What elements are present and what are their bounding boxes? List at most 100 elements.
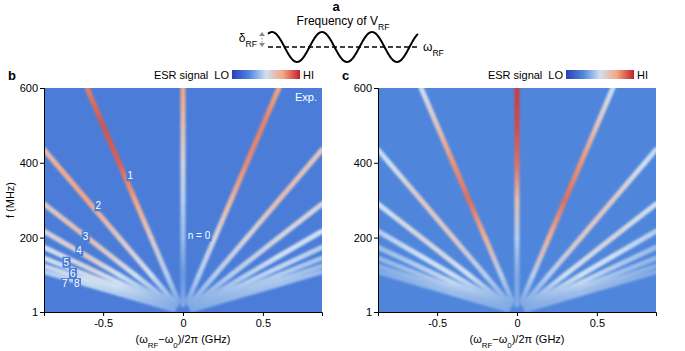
resonance-segment <box>103 125 119 162</box>
y-axis-title: f (MHz) <box>4 182 16 218</box>
resonance-segment <box>421 88 437 125</box>
label-patch <box>187 230 212 241</box>
axis-line <box>45 313 323 317</box>
label-patch <box>75 245 83 256</box>
tick-label: 200 <box>354 232 372 244</box>
resonance-segment <box>613 272 656 285</box>
tick-label: 0 <box>514 317 520 329</box>
panel-tag: Exp. <box>295 91 317 103</box>
label-patch <box>61 278 69 289</box>
resonance-segment <box>581 200 613 237</box>
tick-label: 0.5 <box>590 317 605 329</box>
resonance-segment <box>199 238 215 275</box>
colorbar-label: HI <box>637 69 648 81</box>
tick-mark <box>103 312 104 316</box>
tick-mark <box>40 238 44 239</box>
resonance-segment <box>597 88 613 125</box>
resonance-segment <box>469 200 485 237</box>
resonance-segment <box>485 238 501 275</box>
panel-c: -0.500.51200400600(ωRF−ω0)/2π (GHz)cLOHI… <box>342 68 657 350</box>
y-tick: 1 <box>32 306 44 318</box>
resonance-segment <box>421 284 453 293</box>
resonance-segment <box>526 290 584 309</box>
resonance-segment <box>279 272 322 285</box>
annotation: 4 <box>75 245 83 256</box>
panel-label: a <box>332 0 340 14</box>
resonance-segment <box>87 200 119 237</box>
resonance-segment <box>549 200 565 237</box>
resonance-segment <box>116 286 174 308</box>
text-part: (ω <box>135 333 148 345</box>
resonance-segment <box>645 150 656 163</box>
tick-label: 400 <box>354 157 372 169</box>
x-tick: -0.5 <box>94 312 113 329</box>
annotation: 8 <box>73 278 81 289</box>
x-axis: -0.5 0 0.5 <box>45 312 323 329</box>
tick-mark <box>40 88 44 89</box>
resonance-segment <box>453 163 469 200</box>
label-patch <box>95 200 103 211</box>
resonance-segment <box>181 275 186 305</box>
resonance-segment <box>193 294 247 310</box>
resonance-segment <box>87 88 103 125</box>
resonance-segment <box>378 150 389 163</box>
resonance-segment <box>116 290 174 309</box>
annotation-label: 8 <box>74 278 80 289</box>
resonance-segment <box>181 163 186 200</box>
tick-mark <box>40 163 44 164</box>
y-tick: 200 <box>354 232 378 244</box>
tick-label: 1 <box>366 306 372 318</box>
subscript: RF <box>148 341 159 350</box>
resonance-segment <box>581 284 613 293</box>
resonance-segment <box>533 238 549 275</box>
colorbar-title: ESR signal <box>488 69 542 81</box>
x-axis-title: (ωRF−ω0)/2π (GHz) <box>135 333 230 350</box>
tick-mark <box>263 312 264 316</box>
label-patch <box>126 170 134 181</box>
axis-line <box>40 89 45 313</box>
x-tick: 0 <box>514 312 520 329</box>
arrow-head <box>259 43 265 47</box>
tick-mark <box>374 238 378 239</box>
background <box>44 88 322 312</box>
resonance-segment <box>247 284 279 293</box>
resonance-segment <box>565 163 581 200</box>
tick-mark <box>374 312 378 313</box>
annotation: 2 <box>95 200 103 211</box>
x-axis: -0.500.5 <box>379 312 657 329</box>
tick-label: 0.5 <box>256 317 271 329</box>
sine-wave <box>268 32 418 62</box>
resonance-segment <box>263 88 279 125</box>
resonance-segment <box>44 150 55 163</box>
y-tick: 600 <box>354 82 378 94</box>
resonance-segment <box>421 200 453 237</box>
resonance-segment <box>378 272 421 285</box>
resonance-segment <box>55 163 87 200</box>
panel-a: aFrequency of VRFδRFωRF <box>239 0 444 62</box>
resonance-lines <box>378 88 656 309</box>
annotation: 1 <box>126 170 134 181</box>
resonance-segment <box>515 238 520 275</box>
resonance-segment <box>450 290 508 309</box>
colorbar-title: ESR signal <box>154 69 208 81</box>
x-tick: 0 <box>180 312 186 329</box>
colorbar <box>232 70 300 79</box>
text-part: −ω <box>158 333 173 345</box>
text-part: )/2π (GHz) <box>512 333 565 345</box>
resonance-segment <box>515 163 520 200</box>
y-tick: 600 <box>20 82 44 94</box>
x-tick: 0.5 <box>256 312 271 329</box>
annotation: 7 <box>61 278 69 289</box>
axis-line <box>374 89 379 313</box>
resonance-segment <box>515 200 520 237</box>
resonance-segment <box>279 163 311 200</box>
resonance-segment <box>215 200 231 237</box>
resonance-segment <box>515 125 520 162</box>
annotation-label: 4 <box>76 245 82 256</box>
plot-area <box>44 88 322 312</box>
label-patch <box>82 231 90 242</box>
panel-label: c <box>342 68 349 83</box>
amplitude-arrow <box>262 35 263 44</box>
resonance-segment <box>437 125 453 162</box>
figure: aFrequency of VRFδRFωRF -0.5 0 0.5 1 200 400 60… <box>0 0 685 351</box>
